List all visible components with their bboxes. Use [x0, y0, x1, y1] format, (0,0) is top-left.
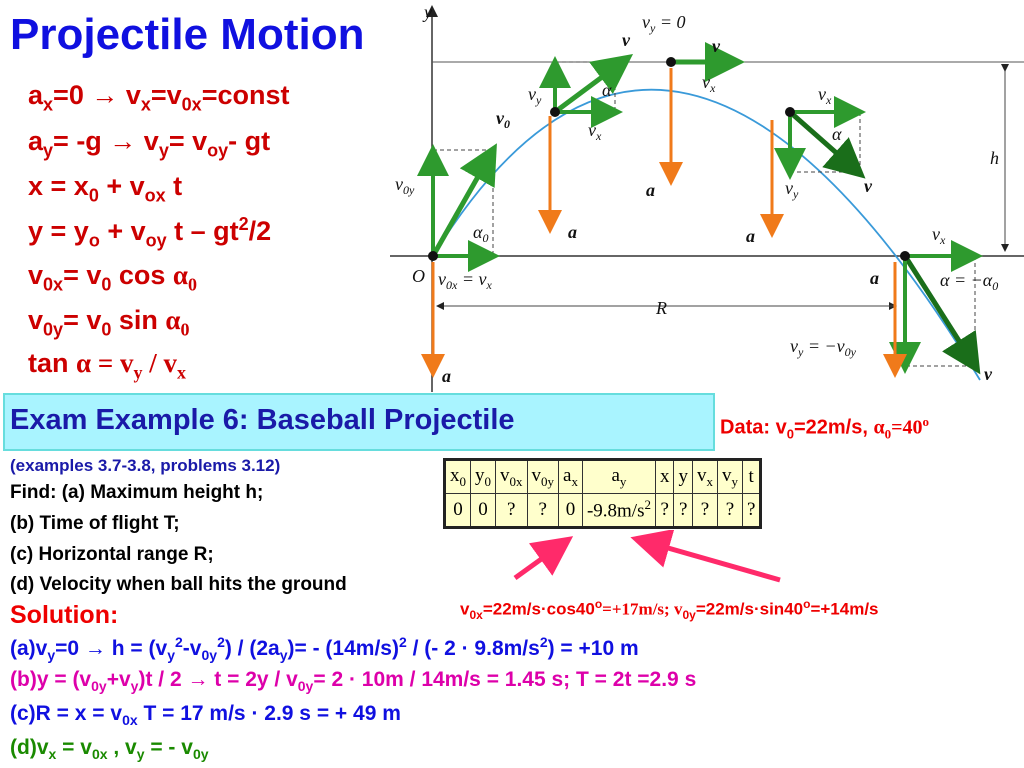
- find-item-c: (c) Horizontal range R;: [10, 544, 214, 565]
- v0y-label: v0y: [395, 174, 415, 197]
- v0x-label: v0x = vx: [438, 269, 492, 292]
- equation-v0y: v0y= v0 sin α0: [28, 305, 190, 340]
- a-label-apex: a: [646, 180, 655, 200]
- table-header-cell: ax: [558, 459, 583, 494]
- page-title: Projectile Motion: [10, 10, 365, 59]
- table-row: 0 0 ? ? 0 -9.8m/s2 ? ? ? ? ?: [444, 493, 762, 528]
- table-cell: ?: [716, 493, 743, 528]
- velocity-components-note: v0x=22m/s·cos40o=+17m/s; v0y=22m/s·sin40…: [460, 597, 879, 623]
- equation-y: y = yo + voy t – gt2/2: [28, 214, 272, 251]
- equation-x: x = x0 + vox t: [28, 171, 183, 206]
- point-1: [550, 107, 560, 117]
- a-label-4: a: [870, 268, 879, 288]
- find-item-a: Find: (a) Maximum height h;: [10, 482, 264, 503]
- table-cell: 0: [444, 493, 471, 528]
- h-label: h: [990, 148, 999, 168]
- point-3: [785, 107, 795, 117]
- v-vector-4: [902, 254, 981, 375]
- origin-label: O: [412, 266, 425, 286]
- vx-label-apex: vx: [702, 72, 716, 95]
- alpha-neg-label: α = −α0: [940, 270, 998, 293]
- find-item-d: (d) Velocity when ball hits the ground: [10, 574, 347, 595]
- table-cell: ?: [741, 493, 762, 528]
- solution-a: (a)vy=0 → h = (vy2-v0y2) / (2ay)= - (14m…: [10, 634, 639, 664]
- vy-label-1: vy: [528, 84, 542, 107]
- table-header-cell: vx: [691, 459, 718, 494]
- vy-label-3: vy: [785, 178, 799, 201]
- alpha-label-1: α: [602, 80, 612, 100]
- table-header-cell: vy: [716, 459, 743, 494]
- table-cell: ?: [526, 493, 559, 528]
- trajectory-curve: [432, 88, 981, 381]
- vx-label-1: vx: [588, 120, 602, 143]
- table-cell: -9.8m/s2: [581, 493, 656, 528]
- solution-d: (d)vx = v0x , vy = - v0y: [10, 736, 209, 763]
- solution-heading: Solution:: [10, 601, 119, 629]
- point-origin: [428, 251, 438, 261]
- vx-label-4: vx: [932, 224, 946, 247]
- v-vector-1: [553, 54, 634, 115]
- data-label: Data: v0=22m/s, α0=40o: [720, 414, 930, 442]
- v-label-1: v: [622, 30, 631, 50]
- table-header-cell: x: [654, 459, 675, 494]
- table-header-row: x0 y0 v0x v0y ax ay x y vx vy t: [444, 459, 762, 494]
- table-header-cell: t: [741, 459, 762, 494]
- equation-ay: ay= -g → vy= voy- gt: [28, 126, 271, 161]
- data-table: x0 y0 v0x v0y ax ay x y vx vy t 0 0 ? ? …: [443, 458, 763, 529]
- pointer-arrows: [513, 530, 781, 583]
- example-title: Exam Example 6: Baseball Projectile: [10, 404, 515, 436]
- table-header-cell: y0: [470, 459, 496, 494]
- a-label-origin: a: [442, 366, 451, 386]
- table-header-cell: v0y: [526, 459, 559, 494]
- table-cell: 0: [558, 493, 583, 528]
- point-4: [900, 251, 910, 261]
- R-label: R: [655, 298, 667, 318]
- v-vector-3: [788, 110, 866, 179]
- arrow-to-v0x: [513, 536, 574, 581]
- point-apex: [666, 57, 676, 67]
- solution-c: (c)R = x = v0x T = 17 m/s · 2.9 s = + 49…: [10, 702, 401, 729]
- table-cell: ?: [495, 493, 528, 528]
- a-label-3: a: [746, 226, 755, 246]
- v0-label: v0: [496, 108, 510, 131]
- vx-label-3: vx: [818, 84, 832, 107]
- table-cell: ?: [691, 493, 718, 528]
- y-axis-label: y: [422, 2, 432, 22]
- table-cell: ?: [673, 493, 693, 528]
- v0-vector: [430, 143, 497, 258]
- alpha0-label: α0: [473, 222, 488, 245]
- vy-zero-label: vy = 0: [642, 12, 685, 35]
- table-header-cell: ay: [581, 459, 656, 494]
- example-banner: [3, 393, 715, 451]
- v-label-3: v: [864, 176, 873, 196]
- alpha-label-3: α: [832, 124, 842, 144]
- solution-b: (b)y = (v0y+vy)t / 2 → t = 2y / v0y= 2 ·…: [10, 668, 697, 695]
- v-label-4: v: [984, 364, 993, 384]
- example-subtitle: (examples 3.7-3.8, problems 3.12): [10, 456, 281, 475]
- v-label-apex: v: [712, 36, 721, 56]
- find-item-b: (b) Time of flight T;: [10, 513, 180, 534]
- table-header-cell: y: [673, 459, 693, 494]
- vy-end-label: vy = −v0y: [790, 336, 857, 359]
- equation-ax: ax=0 → vx=v0x=const: [28, 80, 290, 115]
- table-cell: ?: [654, 493, 675, 528]
- equation-v0x: v0x= v0 cos α0: [28, 260, 197, 295]
- table-header-cell: v0x: [495, 459, 528, 494]
- projectile-diagram: y O vy = 0 v0 v0y v0x = vx α0 v vy vx α …: [390, 2, 1024, 392]
- table-header-cell: x0: [444, 459, 471, 494]
- table-cell: 0: [470, 493, 496, 528]
- a-label-1: a: [568, 222, 577, 242]
- equation-tan: tan α = vy / vx: [28, 348, 186, 383]
- arrow-to-v0y: [630, 530, 781, 583]
